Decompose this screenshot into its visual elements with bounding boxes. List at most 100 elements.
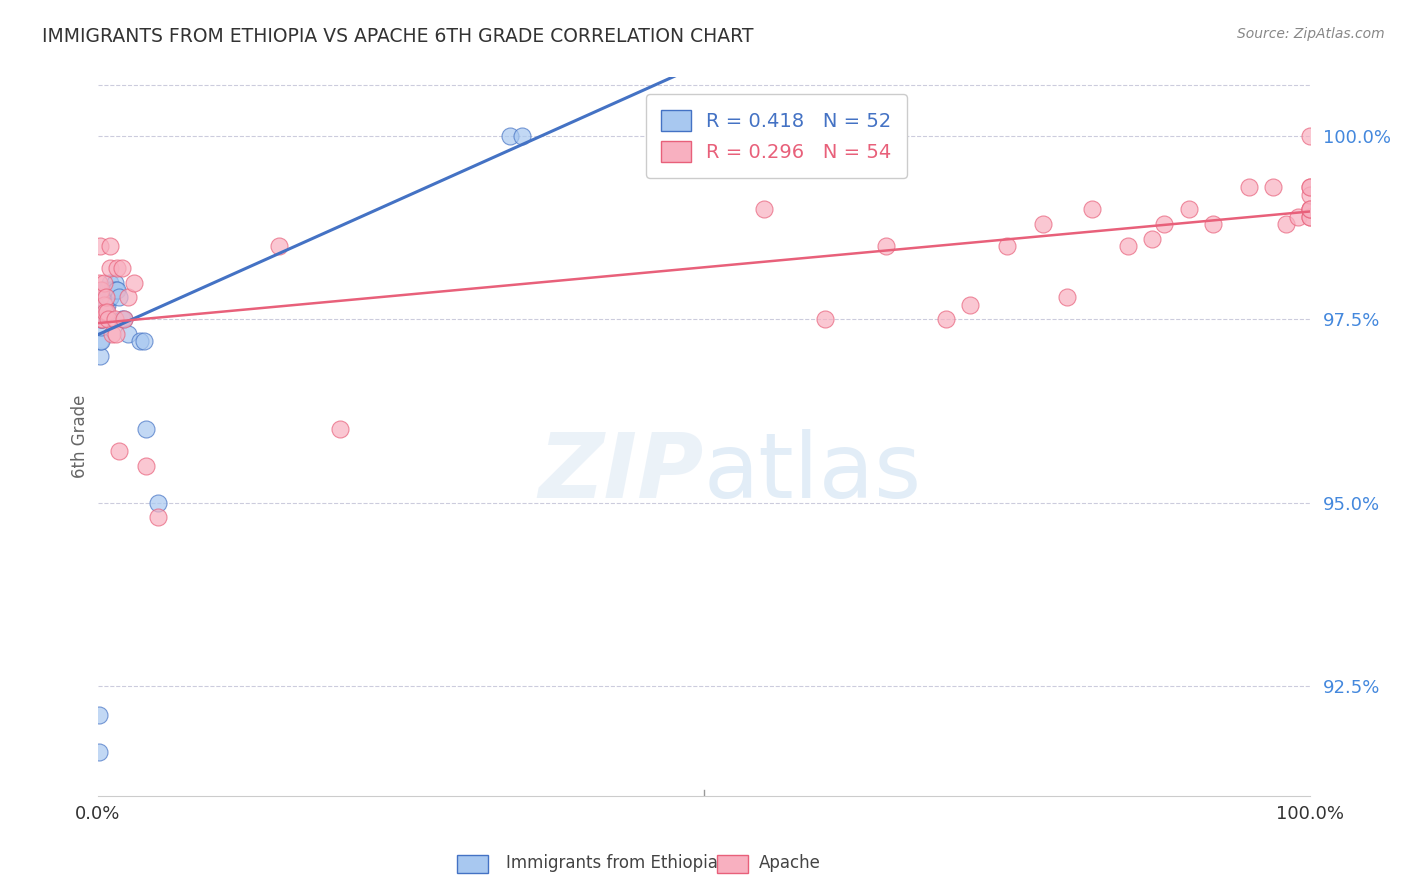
Point — [1299, 202, 1322, 217]
Point — [100, 283, 122, 297]
Point — [96, 290, 118, 304]
Point — [93, 298, 115, 312]
Point — [91, 305, 114, 319]
Point — [112, 312, 135, 326]
Point — [111, 312, 134, 326]
Point — [510, 129, 533, 144]
Point — [93, 283, 115, 297]
Point — [90, 298, 112, 312]
Point — [98, 276, 121, 290]
Point — [93, 290, 115, 304]
Point — [129, 334, 152, 349]
Point — [269, 239, 291, 253]
Point — [96, 305, 118, 319]
Text: Source: ZipAtlas.com: Source: ZipAtlas.com — [1237, 27, 1385, 41]
Point — [91, 290, 114, 304]
Point — [96, 283, 118, 297]
Point — [1299, 129, 1322, 144]
Point — [935, 312, 957, 326]
Point — [91, 312, 114, 326]
Point — [90, 312, 112, 326]
Point — [98, 239, 121, 253]
Point — [814, 312, 837, 326]
Point — [87, 708, 110, 723]
Point — [93, 305, 115, 319]
Point — [1177, 202, 1199, 217]
Legend: R = 0.418   N = 52, R = 0.296   N = 54: R = 0.418 N = 52, R = 0.296 N = 54 — [645, 95, 907, 178]
Point — [94, 305, 117, 319]
Point — [1299, 210, 1322, 224]
Point — [875, 239, 897, 253]
Point — [1286, 210, 1309, 224]
Point — [111, 260, 134, 275]
Point — [995, 239, 1018, 253]
Point — [91, 290, 114, 304]
Point — [135, 422, 157, 436]
Point — [1080, 202, 1102, 217]
Point — [117, 326, 139, 341]
Point — [499, 129, 522, 144]
Point — [87, 745, 110, 759]
Point — [90, 312, 112, 326]
Point — [101, 283, 124, 297]
Point — [89, 349, 111, 363]
Point — [959, 298, 981, 312]
Point — [1299, 202, 1322, 217]
Point — [104, 283, 127, 297]
Point — [1299, 180, 1322, 194]
Point — [97, 290, 120, 304]
Point — [132, 334, 155, 349]
Point — [148, 495, 170, 509]
Point — [94, 298, 117, 312]
Point — [90, 305, 112, 319]
Point — [329, 422, 352, 436]
Point — [89, 312, 111, 326]
Point — [89, 334, 111, 349]
Text: Immigrants from Ethiopia: Immigrants from Ethiopia — [506, 855, 718, 872]
Point — [122, 276, 145, 290]
Point — [104, 326, 127, 341]
Point — [94, 283, 117, 297]
Point — [108, 290, 131, 304]
Point — [105, 283, 128, 297]
Point — [1032, 217, 1054, 231]
Point — [112, 312, 135, 326]
Point — [1237, 180, 1260, 194]
Point — [103, 276, 125, 290]
Text: atlas: atlas — [703, 428, 922, 516]
Text: ZIP: ZIP — [538, 428, 703, 516]
Point — [754, 202, 776, 217]
Point — [98, 290, 121, 304]
Point — [94, 298, 117, 312]
Point — [101, 326, 124, 341]
Point — [1153, 217, 1175, 231]
Point — [90, 319, 112, 334]
Point — [1299, 210, 1322, 224]
Point — [98, 290, 121, 304]
Point — [96, 298, 118, 312]
Point — [93, 298, 115, 312]
Point — [94, 283, 117, 297]
Point — [98, 283, 121, 297]
Point — [1299, 180, 1322, 194]
Point — [90, 283, 112, 297]
Point — [94, 290, 117, 304]
Point — [148, 510, 170, 524]
Point — [87, 276, 110, 290]
Point — [91, 312, 114, 326]
Point — [91, 298, 114, 312]
Point — [103, 312, 125, 326]
Point — [97, 312, 120, 326]
Point — [1140, 232, 1163, 246]
Point — [1299, 187, 1322, 202]
Point — [117, 290, 139, 304]
Text: Apache: Apache — [759, 855, 821, 872]
Point — [94, 290, 117, 304]
Point — [89, 290, 111, 304]
Point — [1116, 239, 1139, 253]
Point — [1299, 202, 1322, 217]
Point — [1274, 217, 1296, 231]
Y-axis label: 6th Grade: 6th Grade — [72, 395, 89, 478]
Point — [90, 334, 112, 349]
Point — [108, 444, 131, 458]
